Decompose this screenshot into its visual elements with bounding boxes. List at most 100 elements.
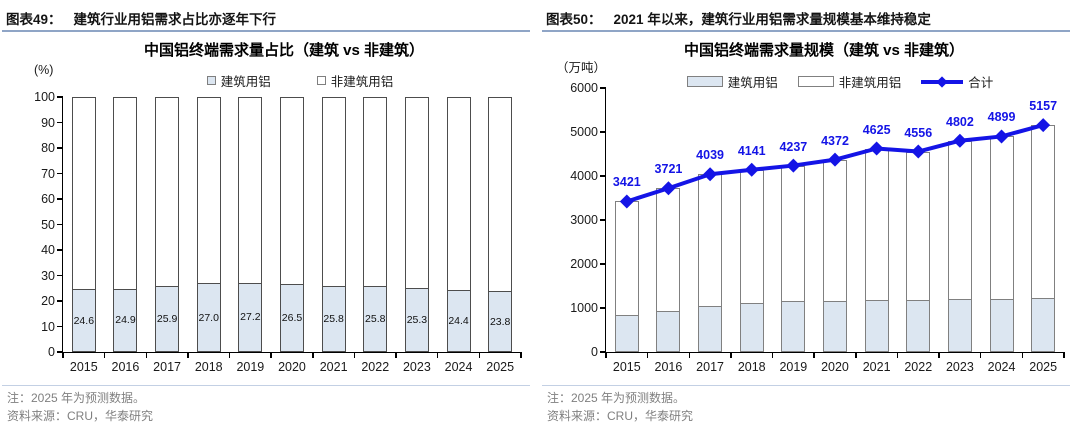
bar-value-label: 25.8 bbox=[323, 313, 344, 326]
bar-value-label: 26.5 bbox=[281, 312, 303, 325]
x-tick-label-year: 2022 bbox=[361, 360, 390, 374]
footer-divider bbox=[2, 385, 530, 386]
x-tick-label-year: 2020 bbox=[821, 360, 849, 374]
total-value-label: 4556 bbox=[904, 125, 933, 140]
x-tick-mark bbox=[1063, 352, 1065, 358]
x-tick-label-year: 2025 bbox=[486, 360, 515, 374]
y-tick-label: 5000 bbox=[570, 125, 598, 139]
total-point-marker bbox=[828, 152, 842, 167]
x-tick-label-year: 2016 bbox=[111, 360, 140, 374]
figure-49-source: 资料来源：CRU，华泰研究 bbox=[7, 409, 153, 423]
legend-swatch-non-construction bbox=[316, 76, 326, 85]
legend-label-construction: 建筑用铝 bbox=[220, 75, 271, 89]
total-point-marker bbox=[952, 133, 967, 148]
y-tick-mark bbox=[600, 351, 606, 353]
header-divider bbox=[2, 30, 530, 32]
figure-50-label: 图表50： bbox=[546, 12, 602, 27]
total-value-label: 4625 bbox=[862, 122, 891, 137]
y-tick-label: 70 bbox=[41, 166, 55, 181]
legend-swatch-non-construction bbox=[797, 76, 834, 87]
x-tick-mark bbox=[520, 352, 522, 358]
figure-50-panel: 图表50： 2021 年以来，建筑行业用铝需求量规模基本维持稳定 中国铝终端需求量… bbox=[540, 0, 1080, 431]
legend-item-non-construction: 非建筑用铝 bbox=[316, 71, 393, 90]
x-tick-label-year: 2023 bbox=[945, 360, 974, 374]
bar-value-label: 25.8 bbox=[365, 313, 386, 326]
bar-construction bbox=[1031, 298, 1056, 352]
x-tick-label-year: 2017 bbox=[153, 360, 181, 374]
y-tick-label: 50 bbox=[41, 217, 55, 232]
y-tick-mark bbox=[57, 147, 63, 149]
x-tick-label-year: 2018 bbox=[194, 360, 223, 374]
y-tick-label: 60 bbox=[41, 192, 55, 206]
x-tick-label-year: 2024 bbox=[444, 360, 473, 374]
chart-50-legend: 建筑用铝 非建筑用铝 合计 bbox=[610, 72, 1070, 91]
bar-construction bbox=[488, 291, 513, 352]
chart-49-legend: 建筑用铝 非建筑用铝 bbox=[70, 71, 530, 90]
y-tick-mark bbox=[600, 131, 606, 133]
x-tick-label-year: 2015 bbox=[612, 360, 641, 374]
x-tick-mark bbox=[353, 352, 356, 358]
x-tick-mark bbox=[187, 352, 189, 358]
y-tick-mark bbox=[57, 300, 63, 302]
y-tick-mark bbox=[57, 121, 63, 124]
fig49-plot: 0 10 20 30 40 50 60 70 80 90 100 2015 2016 2017 2018 20… bbox=[34, 90, 522, 374]
y-tick-label: 10 bbox=[41, 319, 55, 334]
x-tick-label-year: 2021 bbox=[319, 360, 348, 374]
bar-value-label: 23.8 bbox=[489, 315, 511, 328]
x-tick-mark bbox=[478, 352, 481, 358]
legend-item-total: 合计 bbox=[921, 72, 993, 91]
bar-value-label: 25.3 bbox=[406, 313, 428, 326]
bar-value-label: 25.9 bbox=[156, 312, 178, 325]
bar-value-label: 27.2 bbox=[240, 311, 261, 324]
figure-49-label: 图表49： bbox=[6, 12, 62, 27]
y-tick-label: 3000 bbox=[570, 213, 598, 227]
x-tick-mark bbox=[730, 352, 732, 358]
y-tick-label: 80 bbox=[41, 141, 55, 155]
y-tick-label: 0 bbox=[48, 345, 55, 359]
bar-construction bbox=[864, 299, 889, 352]
total-value-label: 4237 bbox=[779, 139, 808, 154]
bar-construction bbox=[781, 301, 806, 352]
figure-50-header: 图表50： 2021 年以来，建筑行业用铝需求量规模基本维持稳定 bbox=[546, 8, 931, 28]
total-value-label: 3421 bbox=[612, 175, 641, 190]
y-tick-mark bbox=[57, 274, 63, 277]
total-value-label: 4039 bbox=[696, 148, 724, 163]
x-tick-mark bbox=[395, 352, 397, 358]
y-tick-label: 100 bbox=[34, 90, 55, 104]
x-tick-mark bbox=[62, 352, 64, 358]
figure-49-title: 建筑行业用铝需求占比亦逐年下行 bbox=[73, 12, 277, 27]
y-tick-label: 2000 bbox=[570, 257, 598, 271]
total-point-marker bbox=[703, 167, 718, 182]
x-tick-mark bbox=[688, 352, 691, 358]
x-tick-label-year: 2015 bbox=[69, 360, 98, 374]
bar-construction bbox=[656, 311, 681, 352]
y-tick-label: 0 bbox=[591, 345, 598, 359]
footer-divider bbox=[542, 385, 1070, 386]
x-tick-label-year: 2016 bbox=[654, 360, 683, 374]
bar-construction bbox=[823, 301, 847, 352]
figure-49-panel: 图表49： 建筑行业用铝需求占比亦逐年下行 中国铝终端需求量占比（建筑 vs 非建… bbox=[2, 8, 530, 423]
y-tick-mark bbox=[600, 263, 606, 265]
x-tick-mark bbox=[270, 352, 272, 358]
figure-49-header: 图表49： 建筑行业用铝需求占比亦逐年下行 bbox=[6, 8, 276, 28]
bar-construction bbox=[404, 287, 429, 352]
total-value-label: 4899 bbox=[987, 110, 1016, 125]
bar-construction bbox=[155, 285, 180, 352]
legend-item-non-construction: 非建筑用铝 bbox=[797, 72, 901, 91]
x-tick-mark bbox=[771, 352, 774, 358]
bar-construction bbox=[446, 289, 471, 352]
total-point-marker bbox=[994, 129, 1009, 144]
figure-50-source: 资料来源：CRU，华泰研究 bbox=[547, 409, 693, 423]
y-tick-mark bbox=[600, 175, 606, 177]
x-tick-label-year: 2022 bbox=[904, 360, 933, 374]
y-tick-label: 30 bbox=[41, 268, 55, 283]
total-value-label: 4802 bbox=[946, 114, 974, 129]
y-tick-label: 20 bbox=[41, 294, 55, 308]
x-tick-label-year: 2018 bbox=[737, 360, 766, 374]
y-tick-mark bbox=[57, 249, 63, 251]
bar-value-label: 24.4 bbox=[448, 314, 469, 327]
y-tick-mark bbox=[57, 325, 63, 328]
total-point-marker bbox=[661, 181, 676, 196]
x-tick-label-year: 2017 bbox=[696, 360, 724, 374]
